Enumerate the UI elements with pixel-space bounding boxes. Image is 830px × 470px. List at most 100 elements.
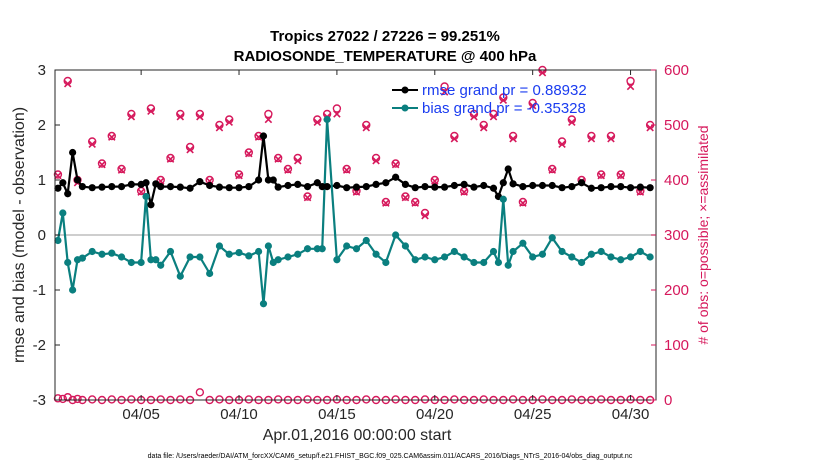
obs-assimilated-marker: [274, 155, 282, 163]
obs-possible-marker: [596, 395, 606, 404]
obs-possible-marker: [450, 395, 459, 404]
y-tick-label: 1: [38, 172, 46, 189]
obs-possible-marker: [117, 164, 126, 174]
obs-possible-marker: [342, 164, 351, 174]
obs-assimilated-marker: [548, 166, 557, 174]
obs-assimilated-marker: [391, 160, 400, 169]
obs-possible-marker: [53, 170, 63, 179]
obs-assimilated-marker: [440, 88, 449, 96]
obs-assimilated-marker: [127, 112, 136, 121]
obs-assimilated-marker: [431, 177, 439, 185]
y-axis-label: rmse and bias (model - observation): [11, 107, 28, 363]
rmse-point: [274, 183, 282, 191]
obs-possible-marker: [283, 164, 293, 174]
obs-possible-marker: [234, 170, 244, 179]
bias-point: [127, 258, 135, 267]
rmse-point: [303, 183, 312, 191]
rmse-point: [323, 183, 331, 191]
bias-point: [235, 249, 243, 257]
obs-assimilated-marker: [63, 79, 72, 88]
bias-point: [352, 245, 361, 253]
obs-assimilated-marker: [98, 160, 106, 169]
obs-possible-marker: [58, 394, 68, 404]
bias-point: [343, 242, 351, 250]
obs-possible-marker: [616, 170, 625, 179]
bias-point: [78, 254, 87, 262]
y-tick-label: 3: [38, 62, 46, 79]
rmse-point: [411, 184, 419, 192]
obs-possible-marker: [548, 164, 557, 174]
obs-assimilated-marker: [215, 123, 224, 132]
rmse-point: [587, 184, 595, 192]
bias-point: [401, 242, 410, 250]
rmse-point: [343, 184, 351, 192]
obs-possible-marker: [273, 153, 283, 163]
obs-possible-marker: [244, 395, 254, 404]
rmse-point: [186, 184, 194, 192]
rmse-point: [269, 176, 277, 184]
bias-point: [254, 247, 263, 256]
y-tick-label-right: 200: [664, 282, 689, 299]
obs-possible-marker: [156, 395, 165, 404]
rmse-point: [509, 180, 517, 188]
legend-marker-bias: [401, 104, 409, 112]
obs-assimilated-marker: [147, 107, 155, 116]
obs-assimilated-marker: [166, 155, 175, 163]
bias-point: [284, 253, 292, 261]
obs-possible-marker: [176, 395, 185, 404]
obs-assimilated-marker: [411, 199, 419, 207]
y-tick-label-right: 600: [664, 62, 689, 79]
footnote: data file: /Users/raeder/DAI/ATM_forcXX/…: [148, 453, 633, 460]
rmse-point: [117, 183, 126, 191]
obs-assimilated-marker: [264, 115, 273, 124]
rmse-point: [626, 184, 635, 192]
rmse-point: [401, 180, 410, 188]
obs-assimilated-marker: [88, 140, 96, 149]
bias-point: [157, 261, 165, 269]
rmse-point: [225, 184, 233, 192]
rmse-point: [489, 184, 498, 192]
bias-point: [597, 247, 605, 256]
bias-point: [152, 256, 160, 264]
bias-point: [323, 115, 331, 124]
bias-point: [636, 247, 644, 256]
bias-point: [215, 242, 224, 250]
bias-point: [450, 247, 458, 256]
obs-assimilated-marker: [479, 123, 488, 132]
obs-possible-marker: [401, 192, 410, 201]
rmse-point: [254, 176, 263, 184]
rmse-point: [440, 183, 449, 191]
bias-point: [196, 253, 204, 261]
obs-possible-marker: [264, 109, 273, 119]
bias-point: [538, 250, 547, 258]
rmse-point: [607, 183, 615, 191]
obs-possible-marker: [626, 76, 635, 86]
bias-point: [626, 253, 635, 261]
obs-possible-marker: [127, 395, 136, 404]
rmse-point: [431, 183, 439, 191]
bias-point: [470, 258, 478, 267]
rmse-point: [504, 165, 512, 173]
obs-possible-marker: [303, 395, 312, 404]
obs-possible-marker: [107, 131, 116, 141]
bias-point: [59, 209, 67, 217]
bias-point: [54, 236, 62, 245]
obs-possible-marker: [215, 395, 224, 404]
bias-point: [64, 258, 72, 267]
bias-point: [440, 253, 449, 261]
y-tick-label-right: 300: [664, 227, 689, 244]
x-tick-label: 04/15: [318, 406, 356, 423]
rmse-point: [568, 183, 576, 191]
rmse-point: [108, 183, 116, 191]
obs-assimilated-marker: [54, 171, 62, 180]
obs-assimilated-marker: [245, 149, 253, 158]
obs-possible-marker: [538, 395, 547, 404]
obs-assimilated-marker: [509, 134, 517, 143]
obs-possible-marker: [411, 197, 420, 207]
rmse-point: [235, 184, 243, 192]
bias-point: [117, 253, 126, 261]
obs-assimilated-marker: [646, 123, 654, 132]
obs-assimilated-marker: [362, 123, 371, 132]
obs-assimilated-marker: [342, 166, 351, 174]
rmse-point: [196, 178, 204, 186]
